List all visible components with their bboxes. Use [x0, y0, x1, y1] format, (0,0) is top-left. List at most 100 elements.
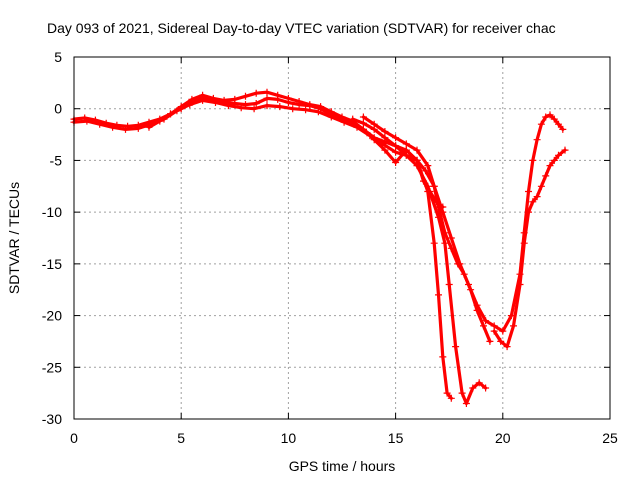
data-point — [546, 162, 554, 170]
data-point — [274, 91, 282, 99]
data-point — [392, 159, 400, 166]
data-point — [263, 102, 271, 110]
x-tick-label: 10 — [281, 430, 297, 446]
data-point — [490, 327, 498, 335]
y-tick-label: -20 — [42, 308, 62, 324]
data-point — [237, 104, 245, 112]
data-point — [499, 327, 507, 335]
series-track-f — [490, 146, 569, 351]
data-point — [447, 394, 455, 402]
data-point — [359, 119, 367, 127]
data-point — [445, 281, 453, 288]
data-point — [167, 110, 174, 118]
data-point — [306, 101, 314, 109]
data-point — [542, 113, 550, 121]
data-point — [289, 105, 297, 113]
data-point — [525, 208, 532, 216]
x-tick-label: 25 — [602, 430, 618, 446]
data-point — [224, 102, 232, 110]
data-point — [134, 124, 142, 132]
data-point — [381, 134, 389, 142]
data-point — [242, 92, 249, 100]
data-point — [439, 208, 447, 216]
data-point — [359, 125, 367, 133]
data-point — [422, 167, 430, 175]
data-point — [392, 148, 400, 156]
data-point — [295, 98, 303, 105]
data-point — [542, 172, 550, 180]
data-point — [525, 188, 532, 195]
data-point — [537, 120, 545, 128]
data-point — [533, 136, 541, 144]
data-point — [462, 400, 470, 407]
data-point — [199, 91, 207, 99]
x-tick-label: 5 — [177, 430, 185, 446]
data-point — [349, 115, 357, 123]
data-point — [109, 123, 117, 131]
data-point — [314, 108, 322, 116]
x-tick-label: 0 — [70, 430, 78, 446]
data-point — [533, 193, 541, 201]
data-point — [443, 389, 451, 397]
data-point — [529, 198, 537, 206]
data-point — [441, 229, 449, 237]
data-point — [381, 146, 389, 154]
x-axis-label: GPS time / hours — [289, 458, 396, 474]
data-point — [503, 343, 511, 351]
series-group — [70, 88, 569, 407]
data-point — [550, 156, 558, 164]
data-point — [520, 239, 528, 247]
data-point — [302, 106, 310, 114]
data-point — [516, 281, 524, 288]
data-point — [473, 301, 481, 309]
data-point — [317, 103, 325, 111]
y-tick-label: 5 — [54, 49, 62, 65]
y-tick-label: -10 — [42, 204, 62, 220]
x-tick-label: 20 — [495, 430, 511, 446]
data-point — [482, 317, 490, 325]
data-point — [96, 120, 104, 128]
data-point — [338, 113, 346, 121]
data-point — [447, 234, 455, 242]
data-point — [327, 108, 335, 116]
data-point — [561, 146, 569, 154]
data-point — [546, 111, 554, 119]
x-tick-label: 15 — [388, 430, 404, 446]
y-tick-label: 0 — [54, 101, 62, 117]
data-point — [263, 94, 271, 102]
data-point — [402, 140, 410, 148]
y-tick-label: -25 — [42, 359, 62, 375]
data-point — [188, 95, 196, 103]
data-point — [392, 134, 400, 142]
data-point — [122, 125, 129, 133]
data-point — [413, 156, 421, 164]
data-point — [252, 100, 260, 107]
data-point — [439, 353, 447, 361]
data-point — [231, 95, 239, 103]
data-point — [458, 389, 466, 397]
data-point — [276, 103, 284, 111]
data-point — [475, 379, 483, 387]
data-point — [482, 384, 490, 392]
data-point — [263, 88, 271, 96]
data-point — [424, 188, 432, 195]
data-point — [177, 103, 185, 111]
data-point — [486, 337, 494, 345]
data-point — [435, 291, 442, 299]
data-point — [83, 117, 91, 125]
data-point — [209, 94, 217, 102]
data-point — [430, 182, 438, 190]
data-point — [413, 146, 421, 154]
data-point — [537, 182, 545, 190]
series-track-e — [349, 111, 567, 335]
data-point — [145, 123, 153, 131]
y-tick-label: -15 — [42, 256, 62, 272]
data-point — [456, 260, 464, 268]
data-point — [559, 125, 567, 133]
data-point — [550, 115, 558, 123]
tick-labels: 0 5 10 15 20 25 5 0 -5 -10 -15 -20 -25 -30 — [42, 49, 618, 446]
data-point — [156, 117, 164, 125]
axis-ticks — [73, 56, 611, 420]
data-point — [359, 113, 367, 121]
